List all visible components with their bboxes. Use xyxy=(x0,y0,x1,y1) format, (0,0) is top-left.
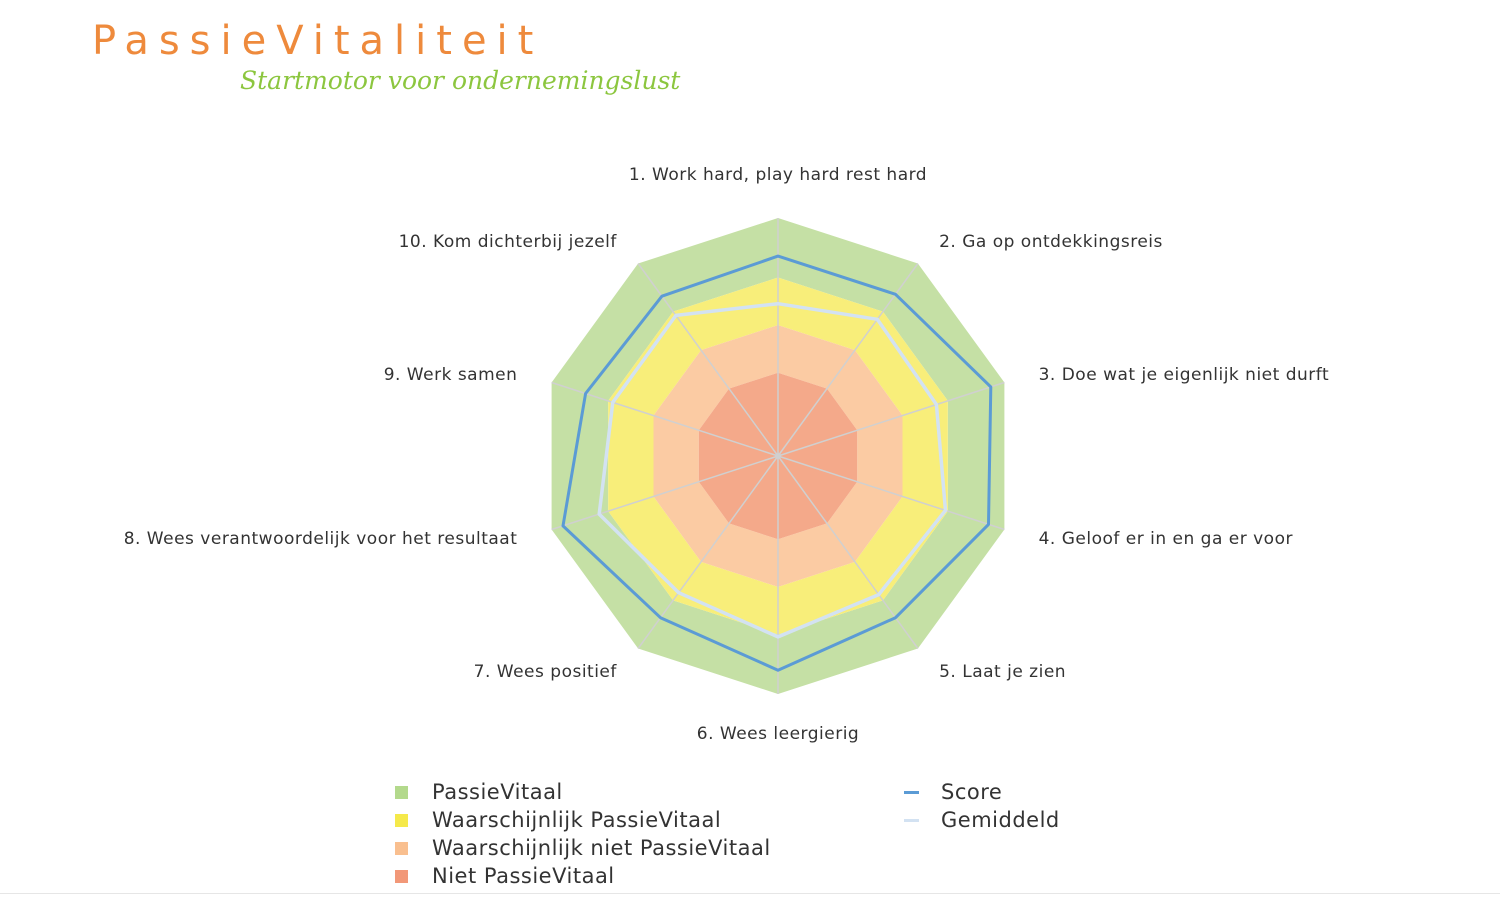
series-line-score xyxy=(561,254,993,672)
chart-series xyxy=(561,254,993,672)
axis-label-4: 4. Geloof er in en ga er voor xyxy=(1039,529,1293,549)
brand-title: PassieVitaliteit xyxy=(92,18,544,64)
band-3 xyxy=(653,325,903,587)
spoke-7 xyxy=(637,455,779,649)
spoke-3 xyxy=(777,381,1005,457)
axis-label-1: 1. Work hard, play hard rest hard xyxy=(629,165,927,185)
spoke-2 xyxy=(777,263,919,457)
axis-label-6: 6. Wees leergierig xyxy=(697,724,859,744)
chart-grid xyxy=(551,218,1005,694)
chart-axis-labels: 1. Work hard, play hard rest hard 2. Ga o… xyxy=(124,165,1329,744)
axis-label-7: 7. Wees positief xyxy=(474,662,618,682)
spoke-4 xyxy=(777,455,1005,531)
axis-label-2: 2. Ga op ontdekkingsreis xyxy=(939,232,1163,252)
axis-label-8: 8. Wees verantwoordelijk voor het result… xyxy=(124,529,518,549)
axis-label-5: 5. Laat je zien xyxy=(939,662,1066,682)
spoke-9 xyxy=(551,381,779,457)
brand-logo: PassieVitaliteit Startmotor voor onderne… xyxy=(92,18,692,108)
brand-tagline: Startmotor voor ondernemingslust xyxy=(240,66,681,95)
chart-center xyxy=(775,453,781,459)
series-line-gemiddeld xyxy=(597,301,948,639)
bottom-divider xyxy=(0,893,1500,894)
axis-label-3: 3. Doe wat je eigenlijk niet durft xyxy=(1039,365,1330,385)
axis-label-9: 9. Werk samen xyxy=(384,365,518,385)
spoke-8 xyxy=(551,455,779,531)
axis-label-10: 10. Kom dichterbij jezelf xyxy=(399,232,618,252)
spoke-5 xyxy=(777,455,919,649)
